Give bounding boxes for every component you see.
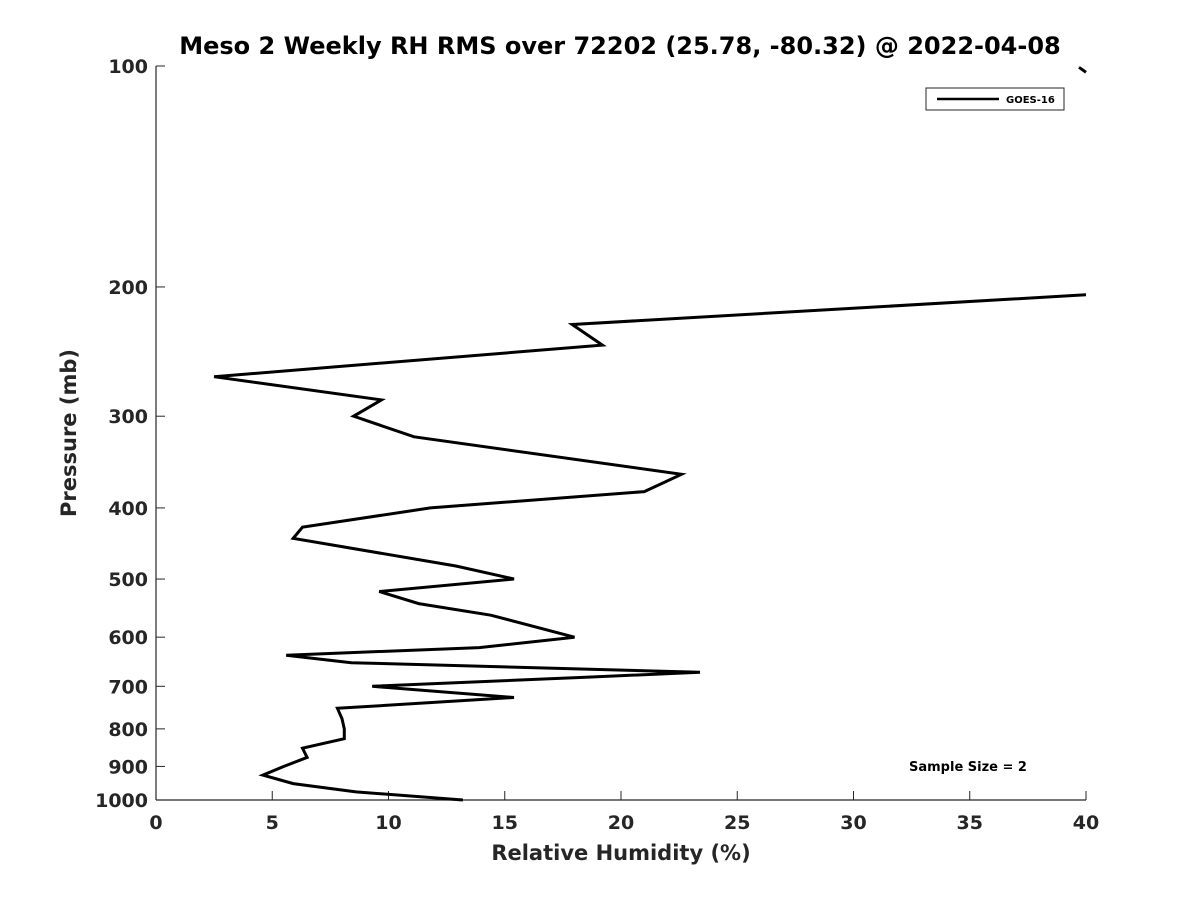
legend-entry-goes16: GOES-16 [1006,95,1055,106]
y-ticks: 100 200 300 400 500 600 700 800 900 1000 [95,56,165,812]
y-tick-label: 900 [108,756,148,778]
y-tick-label: 500 [108,569,148,591]
y-axis-label: Pressure (mb) [57,349,81,517]
y-tick-label: 200 [108,277,148,299]
x-ticks: 0 5 10 15 20 25 30 35 40 [149,791,1099,834]
y-tick-label: 700 [108,676,148,698]
x-axis-label: Relative Humidity (%) [491,841,750,865]
legend: GOES-16 [925,87,1065,111]
y-tick-label: 400 [108,498,148,520]
x-tick-label: 20 [608,812,634,834]
series-line-goes16 [213,293,1087,802]
x-tick-label: 25 [724,812,750,834]
x-tick-label: 40 [1073,812,1099,834]
x-tick-label: 0 [149,812,162,834]
sample-size-annotation: Sample Size = 2 [909,760,1027,775]
x-tick-label: 30 [840,812,866,834]
x-tick-label: 5 [266,812,279,834]
x-tick-label: 10 [375,812,401,834]
series-layer [213,66,1087,802]
y-tick-label: 100 [108,56,148,78]
y-tick-label: 600 [108,627,148,649]
y-tick-label: 800 [108,719,148,741]
x-tick-label: 35 [957,812,983,834]
series-upper-segment [1078,66,1087,74]
y-tick-label: 1000 [95,790,148,812]
y-tick-label: 300 [108,406,148,428]
chart-title: Meso 2 Weekly RH RMS over 72202 (25.78, … [179,32,1061,60]
x-tick-label: 15 [492,812,518,834]
